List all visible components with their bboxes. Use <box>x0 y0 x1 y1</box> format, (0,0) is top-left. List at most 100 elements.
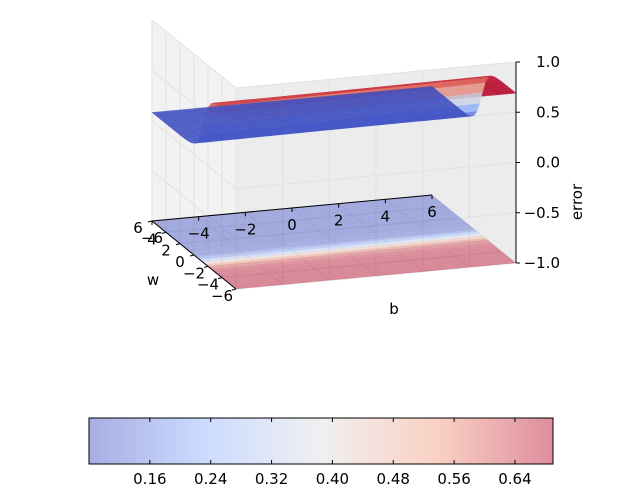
colorbar-tick-label: 0.24 <box>194 470 227 488</box>
contour-cell <box>407 216 427 220</box>
contour-cell <box>219 218 239 222</box>
contour-cell <box>431 249 450 253</box>
contour-cell <box>308 220 328 224</box>
contour-cell <box>250 271 269 275</box>
contour-cell <box>397 249 416 254</box>
contour-cell <box>409 203 428 207</box>
contour-cell <box>218 258 237 263</box>
contour-cell <box>445 260 464 265</box>
contour-cell <box>308 248 327 252</box>
contour-cell <box>274 276 293 281</box>
contour-cell <box>255 232 274 237</box>
contour-cell <box>340 260 360 264</box>
contour-cell <box>358 218 377 222</box>
w-tick-mark <box>147 220 153 223</box>
contour-cell <box>331 210 350 215</box>
contour-cell <box>171 235 190 240</box>
contour-cell <box>407 243 426 248</box>
contour-cell <box>277 250 296 255</box>
contour-cell <box>436 210 455 215</box>
contour-cell <box>413 248 432 253</box>
contour-cell <box>378 206 397 210</box>
contour-cell <box>410 246 429 250</box>
contour-cell <box>314 252 333 257</box>
contour-cell <box>247 241 267 245</box>
contour-cell <box>424 201 444 206</box>
contour-cell <box>300 241 319 245</box>
contour-cell <box>417 265 436 270</box>
contour-cell <box>292 249 312 254</box>
error-tick-label: 0.0 <box>536 154 560 172</box>
contour-cell <box>330 223 349 227</box>
contour-cell <box>232 242 251 247</box>
contour-cell <box>308 275 327 280</box>
contour-cell <box>248 283 268 288</box>
contour-cell <box>243 251 262 256</box>
contour-cell <box>188 249 207 253</box>
contour-cell <box>343 262 362 267</box>
contour-cell <box>408 258 427 263</box>
contour-cell <box>302 243 322 248</box>
contour-cell <box>371 214 390 219</box>
contour-cell <box>294 264 313 269</box>
contour-cell <box>242 236 261 241</box>
contour-cell <box>362 263 381 267</box>
contour-cell <box>160 226 179 231</box>
contour-cell <box>301 228 320 233</box>
contour-cell <box>208 237 227 241</box>
contour-cell <box>401 267 420 271</box>
contour-cell <box>239 234 258 238</box>
contour-cell <box>177 240 196 244</box>
contour-cell <box>427 259 446 264</box>
contour-cell <box>384 253 404 258</box>
contour-cell <box>411 261 430 265</box>
contour-cell <box>228 225 247 229</box>
contour-cell <box>373 216 393 221</box>
contour-cell <box>374 259 394 264</box>
contour-cell <box>388 270 408 275</box>
contour-cell <box>205 262 224 267</box>
contour-cell <box>223 263 242 268</box>
contour-cell <box>291 234 310 239</box>
contour-cell <box>420 240 439 244</box>
contour-cell <box>430 206 449 210</box>
contour-cell <box>300 213 319 218</box>
contour-cell <box>333 268 352 273</box>
contour-cell <box>433 208 452 213</box>
contour-cell <box>259 222 278 226</box>
contour-cell <box>349 266 368 271</box>
contour-cell <box>274 248 293 253</box>
contour-cell <box>437 225 456 230</box>
contour-cell <box>258 277 278 282</box>
contour-cell <box>180 242 199 246</box>
contour-cell <box>261 280 280 284</box>
contour-cell <box>398 264 418 269</box>
contour-cell <box>389 215 408 219</box>
contour-cell <box>267 256 286 261</box>
contour-cell <box>283 255 302 260</box>
contour-cell <box>352 241 371 246</box>
contour-cell <box>240 249 259 253</box>
contour-cell <box>216 271 235 276</box>
contour-cell <box>492 256 511 260</box>
contour-cell <box>275 263 295 268</box>
contour-cell <box>395 219 414 224</box>
contour-cell <box>312 237 332 242</box>
contour-cell <box>328 263 347 268</box>
contour-cell <box>260 209 280 214</box>
contour-cell <box>278 238 298 242</box>
contour-cell <box>237 247 257 251</box>
contour-cell <box>399 209 418 213</box>
contour-cell <box>494 258 514 263</box>
contour-cell <box>332 225 352 230</box>
contour-cell <box>278 265 297 270</box>
contour-cell <box>290 219 309 223</box>
contour-cell <box>338 202 357 206</box>
contour-cell <box>185 218 205 223</box>
contour-cell <box>339 217 359 221</box>
contour-cell <box>174 237 193 242</box>
contour-cell <box>399 237 418 241</box>
b-axis-label: b <box>389 300 399 318</box>
contour-cell <box>243 279 262 283</box>
contour-cell <box>418 225 438 229</box>
